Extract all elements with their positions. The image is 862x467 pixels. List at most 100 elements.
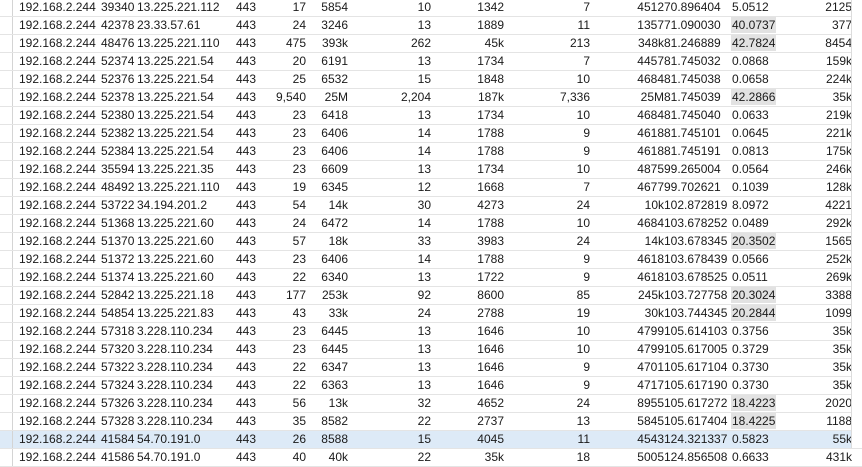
bytes-b-to-a-cell: 4618 — [637, 126, 664, 140]
src-address-cell: 192.168.2.244 — [19, 252, 96, 266]
dst-address-cell: 13.225.221.60 — [137, 252, 214, 266]
table-row[interactable]: 192.168.2.244 48492 13.225.221.110 443 19 634… — [0, 179, 862, 197]
packets-cell: 54 — [292, 198, 306, 212]
src-port-cell: 53722 — [101, 198, 135, 212]
table-row[interactable]: 192.168.2.244 52376 13.225.221.54 443 25 6532… — [0, 71, 862, 89]
table-row[interactable]: 192.168.2.244 52384 13.225.221.54 443 23 6406… — [0, 143, 862, 161]
packets-cell: 23 — [292, 144, 306, 158]
table-row[interactable]: 192.168.2.244 39340 13.225.221.112 443 17 585… — [0, 0, 862, 17]
table-row[interactable]: 192.168.2.244 52380 13.225.221.54 443 23 6418… — [0, 107, 862, 125]
rel-start-cell: 81.745038 — [664, 72, 721, 86]
table-row[interactable]: 192.168.2.244 48476 13.225.221.110 443 475 39… — [0, 35, 862, 53]
dst-port-cell: 443 — [236, 396, 257, 410]
table-row[interactable]: 192.168.2.244 41584 54.70.191.0 443 26 8588 15… — [0, 431, 862, 449]
duration-value: 42.2866 — [731, 89, 777, 105]
bytes-a-to-b-cell: 1788 — [477, 252, 504, 266]
bits-per-sec-cell: 252k — [825, 252, 852, 266]
duration-cell: 42.7824 — [731, 35, 777, 52]
bytes-a-to-b-cell: 1342 — [477, 0, 504, 14]
table-row[interactable]: 192.168.2.244 57322 3.228.110.234 443 22 6347… — [0, 359, 862, 377]
bytes-cell: 6191 — [321, 54, 348, 68]
packets-a-to-b-cell: 13 — [417, 18, 431, 32]
bytes-a-to-b-cell: 4652 — [477, 396, 504, 410]
packets-a-to-b-cell: 13 — [417, 360, 431, 374]
packets-cell: 23 — [292, 342, 306, 356]
dst-port-cell: 443 — [236, 378, 257, 392]
dst-port-cell: 443 — [236, 324, 257, 338]
bytes-cell: 8582 — [321, 414, 348, 428]
src-port-cell: 52842 — [101, 288, 135, 302]
duration-value: 0.0489 — [732, 216, 769, 230]
table-row[interactable]: 192.168.2.244 52374 13.225.221.54 443 20 6191… — [0, 53, 862, 71]
duration-value: 0.0564 — [732, 162, 769, 176]
rel-start-cell: 105.617404 — [664, 414, 728, 428]
row-edge — [0, 413, 13, 430]
rel-start-cell: 81.745101 — [664, 126, 721, 140]
src-port-cell: 57326 — [101, 396, 135, 410]
packets-b-to-a-cell: 9 — [583, 126, 590, 140]
packets-b-to-a-cell: 10 — [576, 72, 590, 86]
table-row[interactable]: 192.168.2.244 57326 3.228.110.234 443 56 13k 3… — [0, 395, 862, 413]
table-row[interactable]: 192.168.2.244 57318 3.228.110.234 443 23 6445… — [0, 323, 862, 341]
src-address-cell: 192.168.2.244 — [19, 216, 96, 230]
bits-per-sec-cell: 1565 — [825, 234, 852, 248]
table-row[interactable]: 192.168.2.244 52378 13.225.221.54 443 9,540 2… — [0, 89, 862, 107]
duration-cell: 0.5823 — [731, 431, 776, 448]
table-row[interactable]: 192.168.2.244 51368 13.225.221.60 443 24 6472… — [0, 215, 862, 233]
src-address-cell: 192.168.2.244 — [19, 414, 96, 428]
rel-start-cell: 105.617190 — [664, 378, 728, 392]
table-row[interactable]: 192.168.2.244 52382 13.225.221.54 443 23 6406… — [0, 125, 862, 143]
packets-a-to-b-cell: 14 — [417, 126, 431, 140]
table-row[interactable]: 192.168.2.244 41586 54.70.191.0 443 40 40k 22 3… — [0, 449, 862, 467]
dst-address-cell: 34.194.201.2 — [137, 198, 208, 212]
src-port-cell: 41586 — [101, 450, 135, 464]
rel-start-cell: 103.678345 — [664, 234, 728, 248]
duration-value: 0.0511 — [732, 270, 768, 284]
dst-address-cell: 13.225.221.54 — [137, 126, 214, 140]
packets-b-to-a-cell: 10 — [576, 108, 590, 122]
bytes-cell: 6406 — [321, 144, 348, 158]
dst-address-cell: 13.225.221.60 — [137, 270, 214, 284]
table-row[interactable]: 192.168.2.244 51374 13.225.221.60 443 22 6340… — [0, 269, 862, 287]
table-row[interactable]: 192.168.2.244 53722 34.194.201.2 443 54 14k 30… — [0, 197, 862, 215]
bytes-a-to-b-cell: 1788 — [477, 144, 504, 158]
packets-a-to-b-cell: 24 — [417, 306, 431, 320]
packets-a-to-b-cell: 13 — [417, 378, 431, 392]
src-port-cell: 57322 — [101, 360, 135, 374]
table-row[interactable]: 192.168.2.244 51372 13.225.221.60 443 23 6406… — [0, 251, 862, 269]
bytes-b-to-a-cell: 10k — [644, 198, 664, 212]
packets-a-to-b-cell: 92 — [417, 288, 431, 302]
table-row[interactable]: 192.168.2.244 35594 13.225.221.35 443 23 6609… — [0, 161, 862, 179]
src-port-cell: 52378 — [101, 90, 135, 104]
row-edge — [0, 35, 13, 52]
rel-start-cell: 124.856508 — [664, 450, 728, 464]
row-edge — [0, 431, 13, 448]
packets-a-to-b-cell: 32 — [417, 396, 431, 410]
vertical-scrollbar[interactable] — [851, 0, 862, 448]
table-row[interactable]: 192.168.2.244 51370 13.225.221.60 443 57 18k 3… — [0, 233, 862, 251]
packets-cell: 56 — [292, 396, 306, 410]
packets-a-to-b-cell: 22 — [417, 414, 431, 428]
duration-cell: 18.4225 — [731, 413, 777, 430]
table-row[interactable]: 192.168.2.244 57328 3.228.110.234 443 35 8582… — [0, 413, 862, 431]
table-row[interactable]: 192.168.2.244 54854 13.225.221.83 443 43 33k 2… — [0, 305, 862, 323]
table-row[interactable]: 192.168.2.244 57324 3.228.110.234 443 22 6363… — [0, 377, 862, 395]
packets-b-to-a-cell: 11 — [577, 18, 590, 32]
src-address-cell: 192.168.2.244 — [19, 90, 96, 104]
bytes-a-to-b-cell: 1668 — [477, 180, 504, 194]
src-address-cell: 192.168.2.244 — [19, 324, 96, 338]
dst-port-cell: 443 — [236, 306, 257, 320]
duration-cell: 40.0737 — [731, 17, 777, 34]
table-row[interactable]: 192.168.2.244 57320 3.228.110.234 443 23 6445… — [0, 341, 862, 359]
packets-a-to-b-cell: 22 — [417, 450, 431, 464]
table-row[interactable]: 192.168.2.244 42378 23.33.57.61 443 24 3246 13… — [0, 17, 862, 35]
packets-a-to-b-cell: 13 — [417, 324, 431, 338]
bytes-cell: 13k — [328, 396, 348, 410]
packets-b-to-a-cell: 9 — [583, 252, 590, 266]
dst-address-cell: 13.225.221.18 — [137, 288, 214, 302]
packets-cell: 475 — [285, 36, 306, 50]
dst-port-cell: 443 — [236, 36, 257, 50]
table-row[interactable]: 192.168.2.244 52842 13.225.221.18 443 177 253… — [0, 287, 862, 305]
packets-a-to-b-cell: 262 — [410, 36, 431, 50]
